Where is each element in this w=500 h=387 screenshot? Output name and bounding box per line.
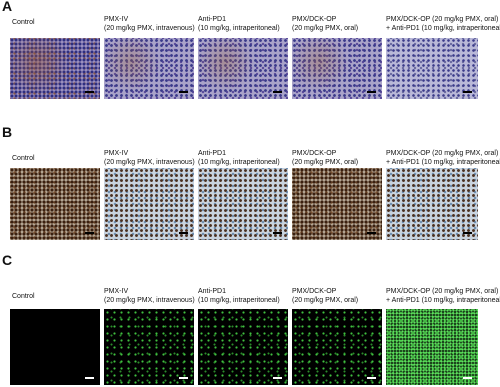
micrograph — [198, 309, 288, 385]
scale-bar — [463, 91, 472, 93]
column-label: PMX/DCK-OP — [292, 150, 337, 157]
micrograph — [198, 168, 288, 240]
column-label: Anti-PD1 — [198, 288, 227, 295]
scale-bar — [367, 377, 376, 379]
micrograph — [292, 309, 382, 385]
micrograph — [104, 38, 194, 99]
micrograph — [104, 309, 194, 385]
column-label: (20 mg/kg PMX, oral) — [292, 158, 359, 166]
scale-bar — [85, 91, 94, 93]
scale-bar — [273, 91, 282, 93]
column-label: PMX-IV — [104, 16, 129, 23]
micrograph — [10, 168, 100, 240]
column-label: PMX/DCK-OP (20 mg/kg PMX, oral) — [386, 288, 499, 295]
column-label: PMX-IV — [104, 288, 129, 295]
scale-bar — [179, 91, 188, 93]
micrograph — [198, 38, 288, 99]
scale-bar — [367, 91, 376, 93]
column-label: (20 mg/kg PMX, intravenous) — [104, 158, 195, 166]
micrograph — [10, 38, 100, 99]
scale-bar — [463, 232, 472, 234]
column-label: (10 mg/kg, intraperitoneal) — [198, 296, 280, 304]
column-label: Control — [12, 19, 35, 26]
micrograph — [292, 38, 382, 99]
scale-bar — [85, 377, 94, 379]
micrograph — [386, 168, 478, 240]
scale-bar — [179, 377, 188, 379]
column-label: (20 mg/kg PMX, oral) — [292, 24, 359, 32]
column-label: (20 mg/kg PMX, intravenous) — [104, 296, 195, 304]
scale-bar — [273, 232, 282, 234]
scale-bar — [273, 377, 282, 379]
column-label: PMX/DCK-OP — [292, 16, 337, 23]
scale-bar — [179, 232, 188, 234]
column-label: Anti-PD1 — [198, 150, 227, 157]
scale-bar — [463, 377, 472, 379]
scale-bar — [367, 232, 376, 234]
column-label: (20 mg/kg PMX, intravenous) — [104, 24, 195, 32]
column-label: PMX/DCK-OP — [292, 288, 337, 295]
column-label: (10 mg/kg, intraperitoneal) — [198, 24, 280, 32]
column-label: Control — [12, 155, 35, 162]
micrograph — [386, 309, 478, 385]
micrograph — [386, 38, 478, 99]
column-label: (20 mg/kg PMX, oral) — [292, 296, 359, 304]
micrograph — [10, 309, 100, 385]
column-label: (10 mg/kg, intraperitoneal) — [198, 158, 280, 166]
column-label: + Anti-PD1 (10 mg/kg, intraperitoneal) — [386, 296, 500, 304]
column-label: + Anti-PD1 (10 mg/kg, intraperitoneal) — [386, 158, 500, 166]
panel-letter: B — [2, 124, 13, 140]
column-label: PMX-IV — [104, 150, 129, 157]
column-label: Control — [12, 293, 35, 300]
scale-bar — [85, 232, 94, 234]
panel-letter: C — [2, 252, 13, 268]
column-label: PMX/DCK-OP (20 mg/kg PMX, oral) — [386, 16, 499, 23]
panel-letter: A — [2, 0, 13, 14]
column-label: Anti-PD1 — [198, 16, 227, 23]
micrograph — [292, 168, 382, 240]
column-label: + Anti-PD1 (10 mg/kg, intraperitoneal) — [386, 24, 500, 32]
column-label: PMX/DCK-OP (20 mg/kg PMX, oral) — [386, 150, 499, 157]
micrograph — [104, 168, 194, 240]
